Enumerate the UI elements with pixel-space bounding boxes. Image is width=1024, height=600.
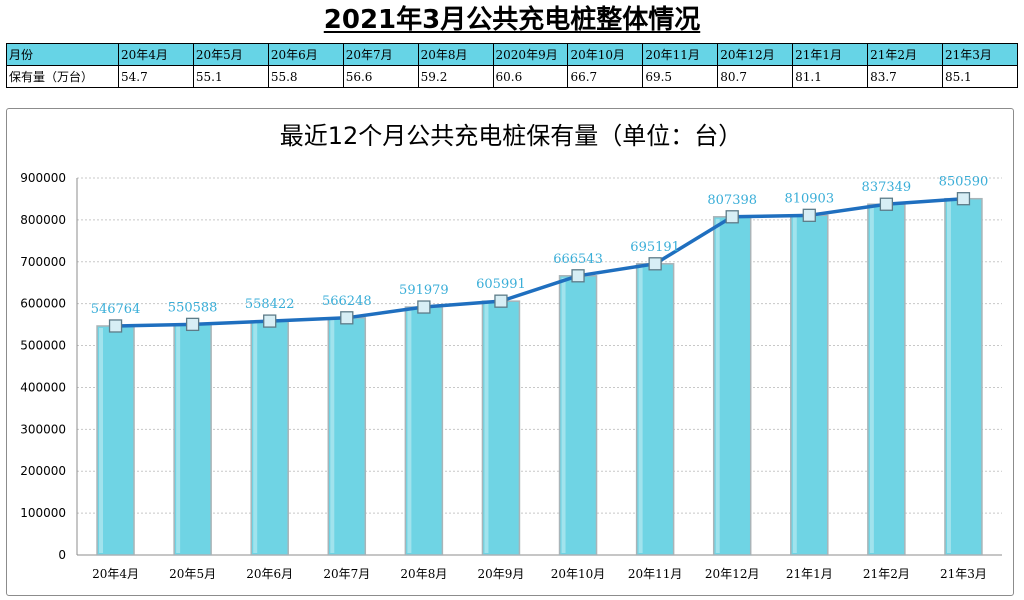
data-label: 807398 [707, 193, 757, 208]
series-line [115, 196, 964, 328]
data-label: 591979 [399, 283, 449, 298]
chart-bar [635, 263, 675, 556]
table-value-cell: 69.5 [642, 65, 719, 88]
chart-bar [712, 216, 752, 556]
line-marker [185, 317, 200, 332]
bar-highlight [176, 326, 181, 553]
line-marker [648, 257, 662, 271]
data-label: 810903 [784, 191, 834, 206]
y-tick-label: 0 [58, 548, 66, 562]
table-month-cell: 20年4月 [118, 43, 194, 66]
table-value-cell: 59.2 [417, 65, 494, 88]
table-value-cell: 80.7 [717, 65, 794, 88]
line-marker [108, 319, 123, 333]
line-marker [263, 314, 277, 328]
line-marker [417, 300, 431, 314]
table-value-cell: 66.7 [567, 65, 644, 88]
bar-line-chart: 0 100000 200000 300000 400000 500000 600000 700… [20, 171, 1002, 581]
x-tick-label: 20年10月 [551, 567, 606, 581]
x-tick-label: 20年6月 [246, 567, 293, 581]
header-label-cell: 月份 [6, 43, 119, 66]
x-tick-label: 20年5月 [169, 567, 216, 581]
table-header-row: 月份 20年4月 20年5月 20年6月 20年7月 20年8月 2020年9月 20年10… [6, 43, 1019, 66]
table-month-cell: 20年10月 [567, 43, 644, 66]
bar-highlight [253, 323, 258, 553]
chart-bar [558, 275, 598, 556]
x-tick-label: 21年1月 [786, 567, 833, 581]
table-value-cell: 83.7 [867, 65, 943, 88]
table-month-cell: 20年11月 [642, 43, 719, 66]
bar-highlight [946, 200, 951, 553]
x-tick-label: 20年12月 [705, 567, 760, 581]
table-month-cell: 20年12月 [717, 43, 794, 66]
y-tick-label: 100000 [20, 506, 66, 520]
line-marker [494, 294, 508, 308]
table-value-cell: 81.1 [792, 65, 869, 88]
bar-highlight [638, 265, 643, 553]
data-label: 605991 [476, 277, 526, 292]
x-tick-label: 20年8月 [400, 567, 447, 581]
x-tick-label: 21年2月 [863, 567, 910, 581]
data-label: 850590 [939, 175, 989, 190]
chart-title: 最近12个月公共充电桩保有量（单位：台） [279, 122, 743, 150]
bar-highlight [330, 319, 335, 553]
line-marker [956, 192, 971, 206]
summary-table: 月份 20年4月 20年5月 20年6月 20年7月 20年8月 2020年9月 20年10… [6, 43, 1019, 88]
table-month-cell: 20年5月 [192, 43, 269, 66]
table-month-cell: 20年6月 [267, 43, 344, 66]
y-tick-label: 500000 [20, 339, 66, 353]
data-label: 666543 [553, 252, 603, 267]
y-tick-label: 200000 [20, 464, 66, 478]
line-marker [340, 311, 354, 325]
data-label: 566248 [322, 294, 372, 309]
table-value-cell: 55.1 [192, 65, 269, 88]
line-marker [802, 208, 816, 222]
y-tick-label: 400000 [20, 380, 66, 394]
table-value-row: 保有量（万台） 54.7 55.1 55.8 56.6 59.2 60.6 66.7 69.5… [6, 65, 1019, 88]
y-tick-label: 800000 [20, 213, 66, 227]
table-month-cell: 20年8月 [417, 43, 494, 66]
y-tick-label: 900000 [20, 171, 66, 185]
x-tick-label: 20年7月 [323, 567, 370, 581]
bar-highlight [715, 218, 720, 553]
table-month-cell: 21年2月 [867, 43, 943, 66]
table-month-cell: 20年7月 [342, 43, 419, 66]
x-tick-label: 20年11月 [628, 567, 683, 581]
y-tick-label: 300000 [20, 422, 66, 436]
data-label: 837349 [862, 180, 912, 195]
bar-highlight [99, 327, 104, 553]
page-title: 2021年3月公共充电桩整体情况 [323, 5, 701, 35]
table-value-cell: 54.7 [118, 65, 194, 88]
line-marker [879, 197, 894, 211]
data-label: 558422 [245, 297, 295, 312]
table-month-cell: 2020年9月 [492, 43, 569, 66]
x-tick-label: 20年4月 [92, 567, 139, 581]
table-value-cell: 60.6 [492, 65, 569, 88]
table-value-cell: 85.1 [941, 65, 1019, 88]
x-tick-label: 20年9月 [478, 567, 525, 581]
bar-highlight [869, 206, 874, 553]
table-month-cell: 21年3月 [941, 43, 1019, 66]
table-value-cell: 56.6 [342, 65, 419, 88]
row-label-cell: 保有量（万台） [6, 65, 119, 88]
bar-highlight [407, 309, 412, 553]
bar-highlight [484, 303, 489, 553]
y-tick-label: 700000 [20, 255, 66, 269]
line-marker [725, 210, 739, 224]
chart-container: 最近12个月公共充电桩保有量（单位：台） 0 100000 200000 300000… [6, 108, 1014, 596]
x-tick-label: 21年3月 [940, 567, 987, 581]
chart-bar [173, 323, 212, 556]
table-month-cell: 21年1月 [792, 43, 869, 66]
data-label: 546764 [91, 302, 141, 317]
data-label: 550588 [168, 300, 218, 315]
line-marker [571, 269, 585, 283]
chart-bar [790, 214, 829, 556]
data-label: 695191 [630, 240, 680, 255]
chart-bar [944, 197, 983, 556]
bar-highlight [792, 217, 797, 553]
table-value-cell: 55.8 [267, 65, 344, 88]
y-tick-label: 600000 [20, 297, 66, 311]
bar-highlight [561, 277, 566, 553]
chart-bar [96, 325, 135, 556]
